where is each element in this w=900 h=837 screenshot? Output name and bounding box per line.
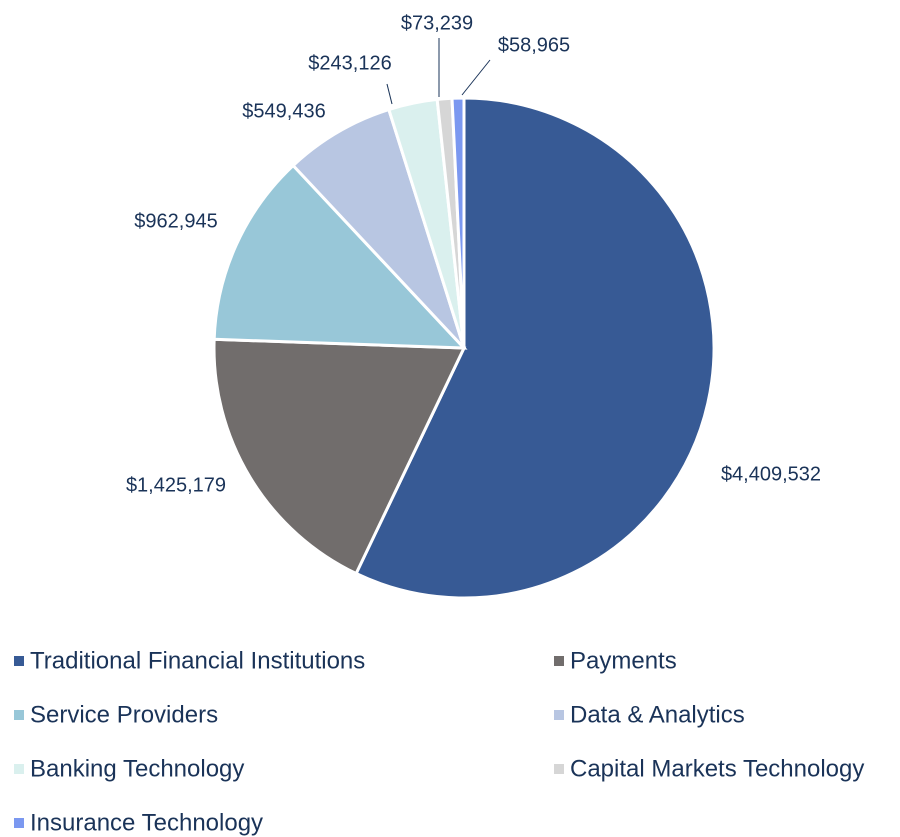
data-label: $73,239: [401, 12, 473, 34]
data-label: $4,409,532: [721, 463, 821, 485]
pie-slice: [291, 107, 466, 350]
legend-label: Payments: [570, 647, 677, 674]
legend-marker: [14, 818, 24, 828]
pie-slice: [212, 337, 467, 576]
legend-marker: [554, 656, 564, 666]
legend-marker: [14, 656, 24, 666]
leader-line: [461, 59, 491, 96]
legend-label: Insurance Technology: [30, 809, 263, 836]
data-label: $1,425,179: [126, 474, 226, 496]
pie-slice: [450, 96, 466, 349]
legend-marker: [14, 710, 24, 720]
legend-label: Service Providers: [30, 701, 218, 728]
data-label: $243,126: [308, 52, 391, 74]
leader-line: [386, 83, 393, 105]
legend-label: Data & Analytics: [570, 701, 745, 728]
data-label: $58,965: [498, 34, 570, 56]
legend-marker: [554, 710, 564, 720]
pie-slice: [354, 96, 716, 600]
legend-label: Banking Technology: [30, 755, 244, 782]
legend-marker: [14, 764, 24, 774]
pie-slice: [212, 163, 468, 350]
data-label: $549,436: [242, 100, 325, 122]
legend-marker: [554, 764, 564, 774]
legend-label: Capital Markets Technology: [570, 755, 864, 782]
legend-label: Traditional Financial Institutions: [30, 647, 365, 674]
data-label: $962,945: [134, 210, 217, 232]
